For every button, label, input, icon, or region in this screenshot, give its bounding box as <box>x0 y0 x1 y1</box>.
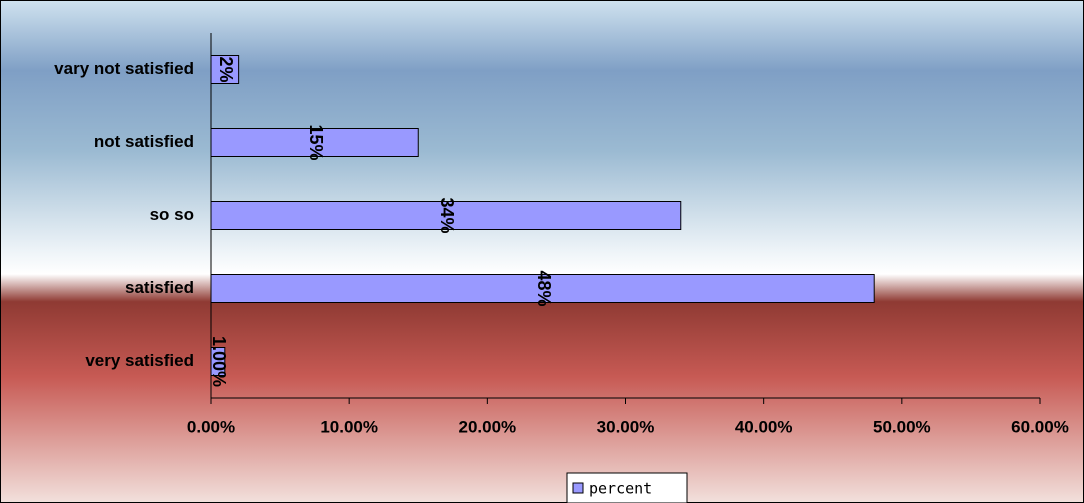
x-tick-label: 40.00% <box>735 417 793 436</box>
legend-swatch <box>572 482 584 494</box>
bar <box>210 55 240 84</box>
legend-label: percent <box>589 480 652 498</box>
x-tick-label: 50.00% <box>873 417 931 436</box>
y-tick-label: satisfied <box>125 278 194 297</box>
data-label: 1.00% <box>209 336 229 387</box>
data-label: 34% <box>437 197 457 233</box>
x-tick-label: 60.00% <box>1011 417 1069 436</box>
y-tick-label: vary not satisfied <box>54 59 194 78</box>
data-label: 15% <box>306 124 326 160</box>
x-tick-label: 10.00% <box>320 417 378 436</box>
bar <box>210 274 875 303</box>
bar <box>210 128 419 157</box>
data-label: 2% <box>216 56 236 82</box>
x-tick-label: 20.00% <box>458 417 516 436</box>
y-tick-label: very satisfied <box>85 351 194 370</box>
data-label: 48% <box>534 270 554 306</box>
x-tick-label: 0.00% <box>187 417 235 436</box>
legend-box <box>566 472 688 503</box>
x-tick-label: 30.00% <box>597 417 655 436</box>
y-tick-label: so so <box>150 205 194 224</box>
y-tick-label: not satisfied <box>94 132 194 151</box>
